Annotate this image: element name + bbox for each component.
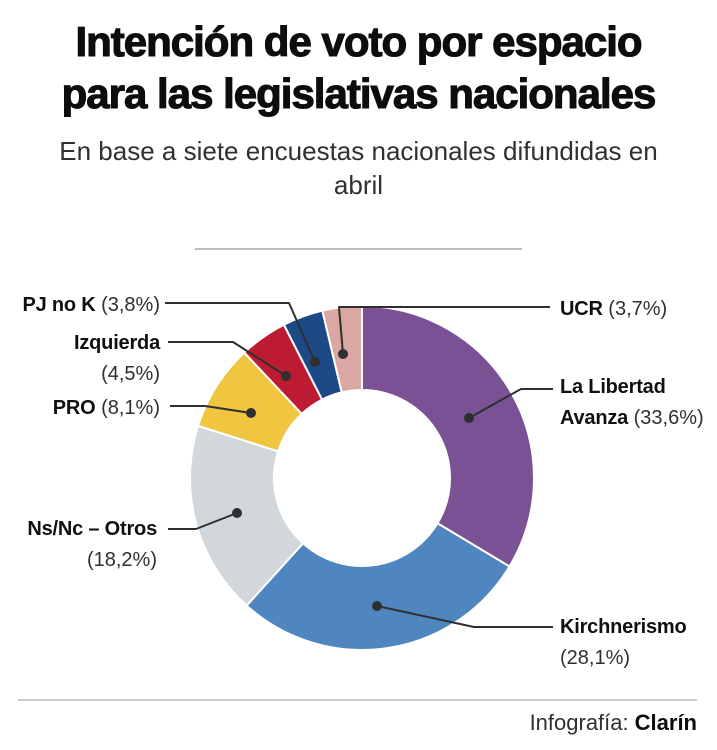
credit-line: Infografía: Clarín	[530, 708, 697, 738]
title-line-2: para las legislativas nacionales	[61, 69, 657, 117]
leader-line-pj-no-k	[165, 302, 316, 363]
donut-slice-ns-nc-otros	[189, 424, 304, 607]
leader-dot-la-libertad-avanza	[464, 413, 474, 423]
leader-dot-pj-no-k	[310, 357, 320, 367]
subtitle-line-2: abril	[333, 170, 384, 200]
footer-divider	[18, 699, 697, 701]
title-line-1: Intención de voto por espacio	[75, 17, 643, 65]
donut-slices	[189, 305, 535, 651]
credit-brand: Clarín	[634, 710, 697, 735]
donut-slice-la-libertad-avanza	[361, 305, 535, 568]
page-title: Intención de voto por espacio para las l…	[0, 0, 717, 120]
leader-line-ucr	[338, 306, 550, 355]
leader-dot-pro	[246, 408, 256, 418]
subtitle-line-1: En base a siete encuestas nacionales dif…	[59, 136, 658, 166]
leader-line-pro	[170, 405, 252, 414]
leader-line-ns-nc-otros	[168, 512, 238, 530]
leader-dot-izquierda	[281, 371, 291, 381]
leader-lines	[165, 302, 553, 628]
leader-dot-ns-nc-otros	[232, 508, 242, 518]
leader-line-izquierda	[168, 341, 287, 377]
leader-dot-ucr	[338, 349, 348, 359]
leader-line-kirchnerismo	[376, 605, 553, 628]
subtitle: En base a siete encuestas nacionales dif…	[0, 120, 717, 202]
leader-dot-kirchnerismo	[372, 601, 382, 611]
donut-slice-kirchnerismo	[245, 522, 511, 651]
credit-label: Infografía:	[529, 710, 629, 735]
header-divider	[195, 248, 522, 250]
leader-line-la-libertad-avanza	[468, 388, 553, 419]
